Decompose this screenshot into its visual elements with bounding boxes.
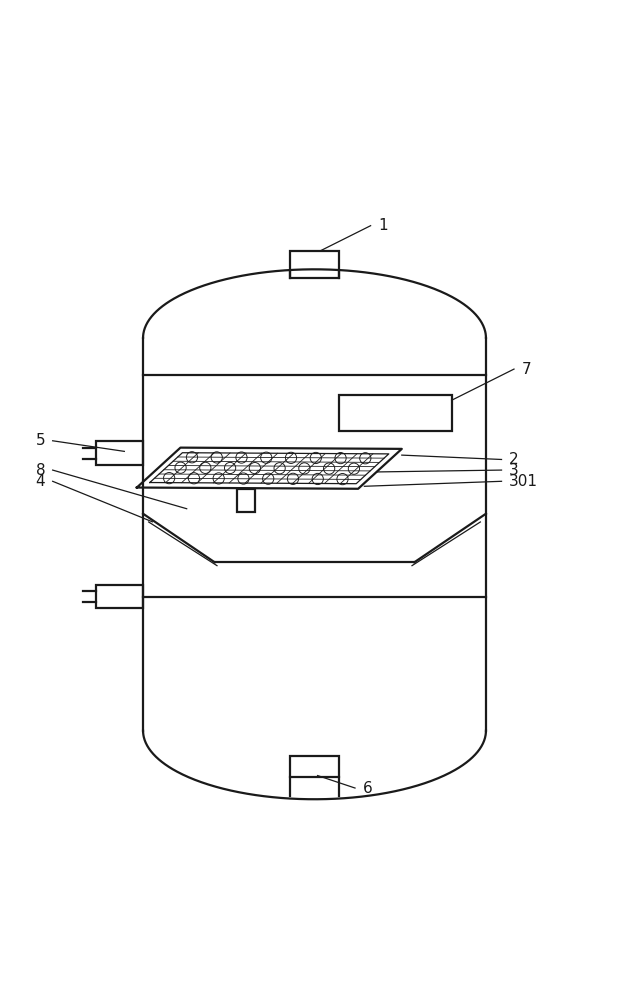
Text: 2: 2 <box>509 452 519 467</box>
Bar <box>340 395 452 431</box>
Bar <box>96 585 143 608</box>
Bar <box>289 756 340 777</box>
Text: 4: 4 <box>36 474 45 489</box>
Text: 5: 5 <box>36 433 45 448</box>
Text: 1: 1 <box>378 218 387 233</box>
Text: 301: 301 <box>509 474 538 489</box>
Bar <box>96 441 143 465</box>
Text: 6: 6 <box>362 781 372 796</box>
Text: 3: 3 <box>509 463 519 478</box>
Bar <box>237 489 255 512</box>
Bar <box>289 251 340 278</box>
Text: 7: 7 <box>521 362 531 377</box>
Text: 8: 8 <box>36 463 45 478</box>
